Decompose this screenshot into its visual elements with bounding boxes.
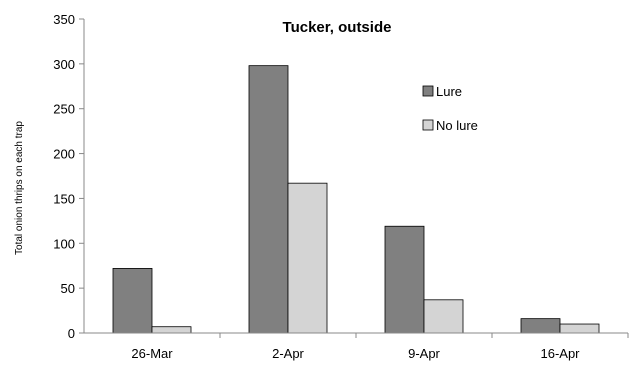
y-tick-label: 250 [53,102,75,117]
bar-lure-26-mar [112,268,153,334]
legend: Lure No lure [422,84,478,133]
bars [112,65,600,334]
bar-lure-16-apr [520,318,561,334]
x-tick-label: 26-Mar [131,346,173,361]
bar-no-lure-9-apr [423,299,464,334]
x-tick-label: 16-Apr [540,346,580,361]
bar-lure-9-apr [384,225,425,334]
x-tick-label: 9-Apr [408,346,440,361]
x-tick-label: 2-Apr [272,346,304,361]
legend-label-lure: Lure [436,84,462,99]
y-tick-label: 300 [53,57,75,72]
legend-swatch-lure [422,85,434,97]
y-axis-label: Total onion thrips on each trap [14,121,25,255]
y-tick-label: 350 [53,12,75,27]
y-tick-label: 200 [53,147,75,162]
bar-lure-2-apr [248,65,289,334]
y-tick-label: 100 [53,236,75,251]
legend-label-no-lure: No lure [436,118,478,133]
x-axis-ticks: 26-Mar 2-Apr 9-Apr 16-Apr [131,333,629,361]
y-tick-label: 0 [68,326,75,341]
bar-no-lure-16-apr [559,323,600,334]
y-tick-label: 50 [61,281,75,296]
bar-no-lure-26-mar [151,326,192,334]
chart-title: Tucker, outside [283,19,392,36]
y-axis-ticks: 0 50 100 150 200 250 300 350 [53,12,84,341]
bar-no-lure-2-apr [287,182,328,334]
y-tick-label: 150 [53,191,75,206]
legend-swatch-no-lure [422,119,434,131]
